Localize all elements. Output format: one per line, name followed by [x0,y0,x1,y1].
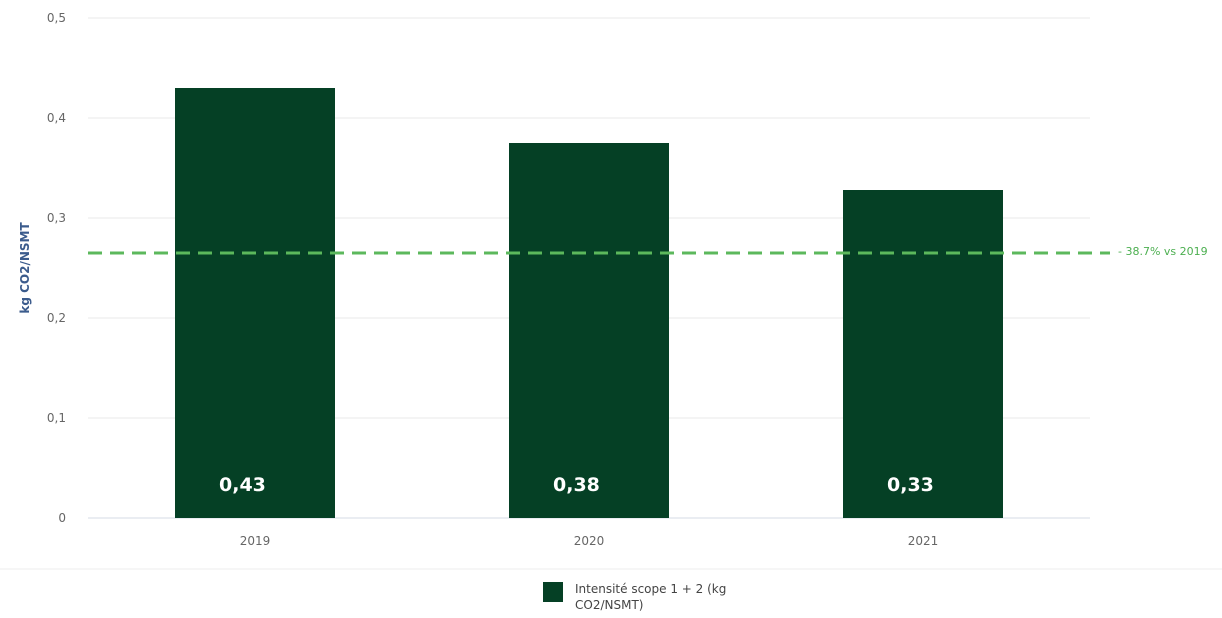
y-tick-label: 0,3 [47,211,66,225]
legend-swatch [543,582,563,602]
legend-label: Intensité scope 1 + 2 (kg CO2/NSMT) [575,582,727,612]
x-tick-label: 2019 [240,534,271,548]
bar[interactable] [509,143,669,518]
y-tick-label: 0,1 [47,411,66,425]
reference-line-label: - 38.7% vs 2019 [1118,245,1208,258]
data-label: 0,33 [887,474,934,496]
data-label: 0,38 [553,474,600,496]
y-tick-label: 0,5 [47,11,66,25]
y-tick-label: 0 [58,511,66,525]
reference-line-group: - 38.7% vs 2019 [88,245,1208,258]
data-label: 0,43 [219,474,266,496]
legend[interactable]: Intensité scope 1 + 2 (kg CO2/NSMT) [543,581,785,613]
y-tick-label: 0,2 [47,311,66,325]
y-tick-label: 0,4 [47,111,66,125]
x-axis-ticks: 2019 2020 2021 [240,534,939,548]
bar[interactable] [175,88,335,518]
x-tick-label: 2020 [574,534,605,548]
x-tick-label: 2021 [908,534,939,548]
bars: 0,43 0,38 0,33 [175,88,1003,518]
bar[interactable] [843,190,1003,518]
y-axis-label: kg CO2/NSMT [18,222,32,314]
y-axis-ticks: 0 0,1 0,2 0,3 0,4 0,5 [47,11,66,525]
